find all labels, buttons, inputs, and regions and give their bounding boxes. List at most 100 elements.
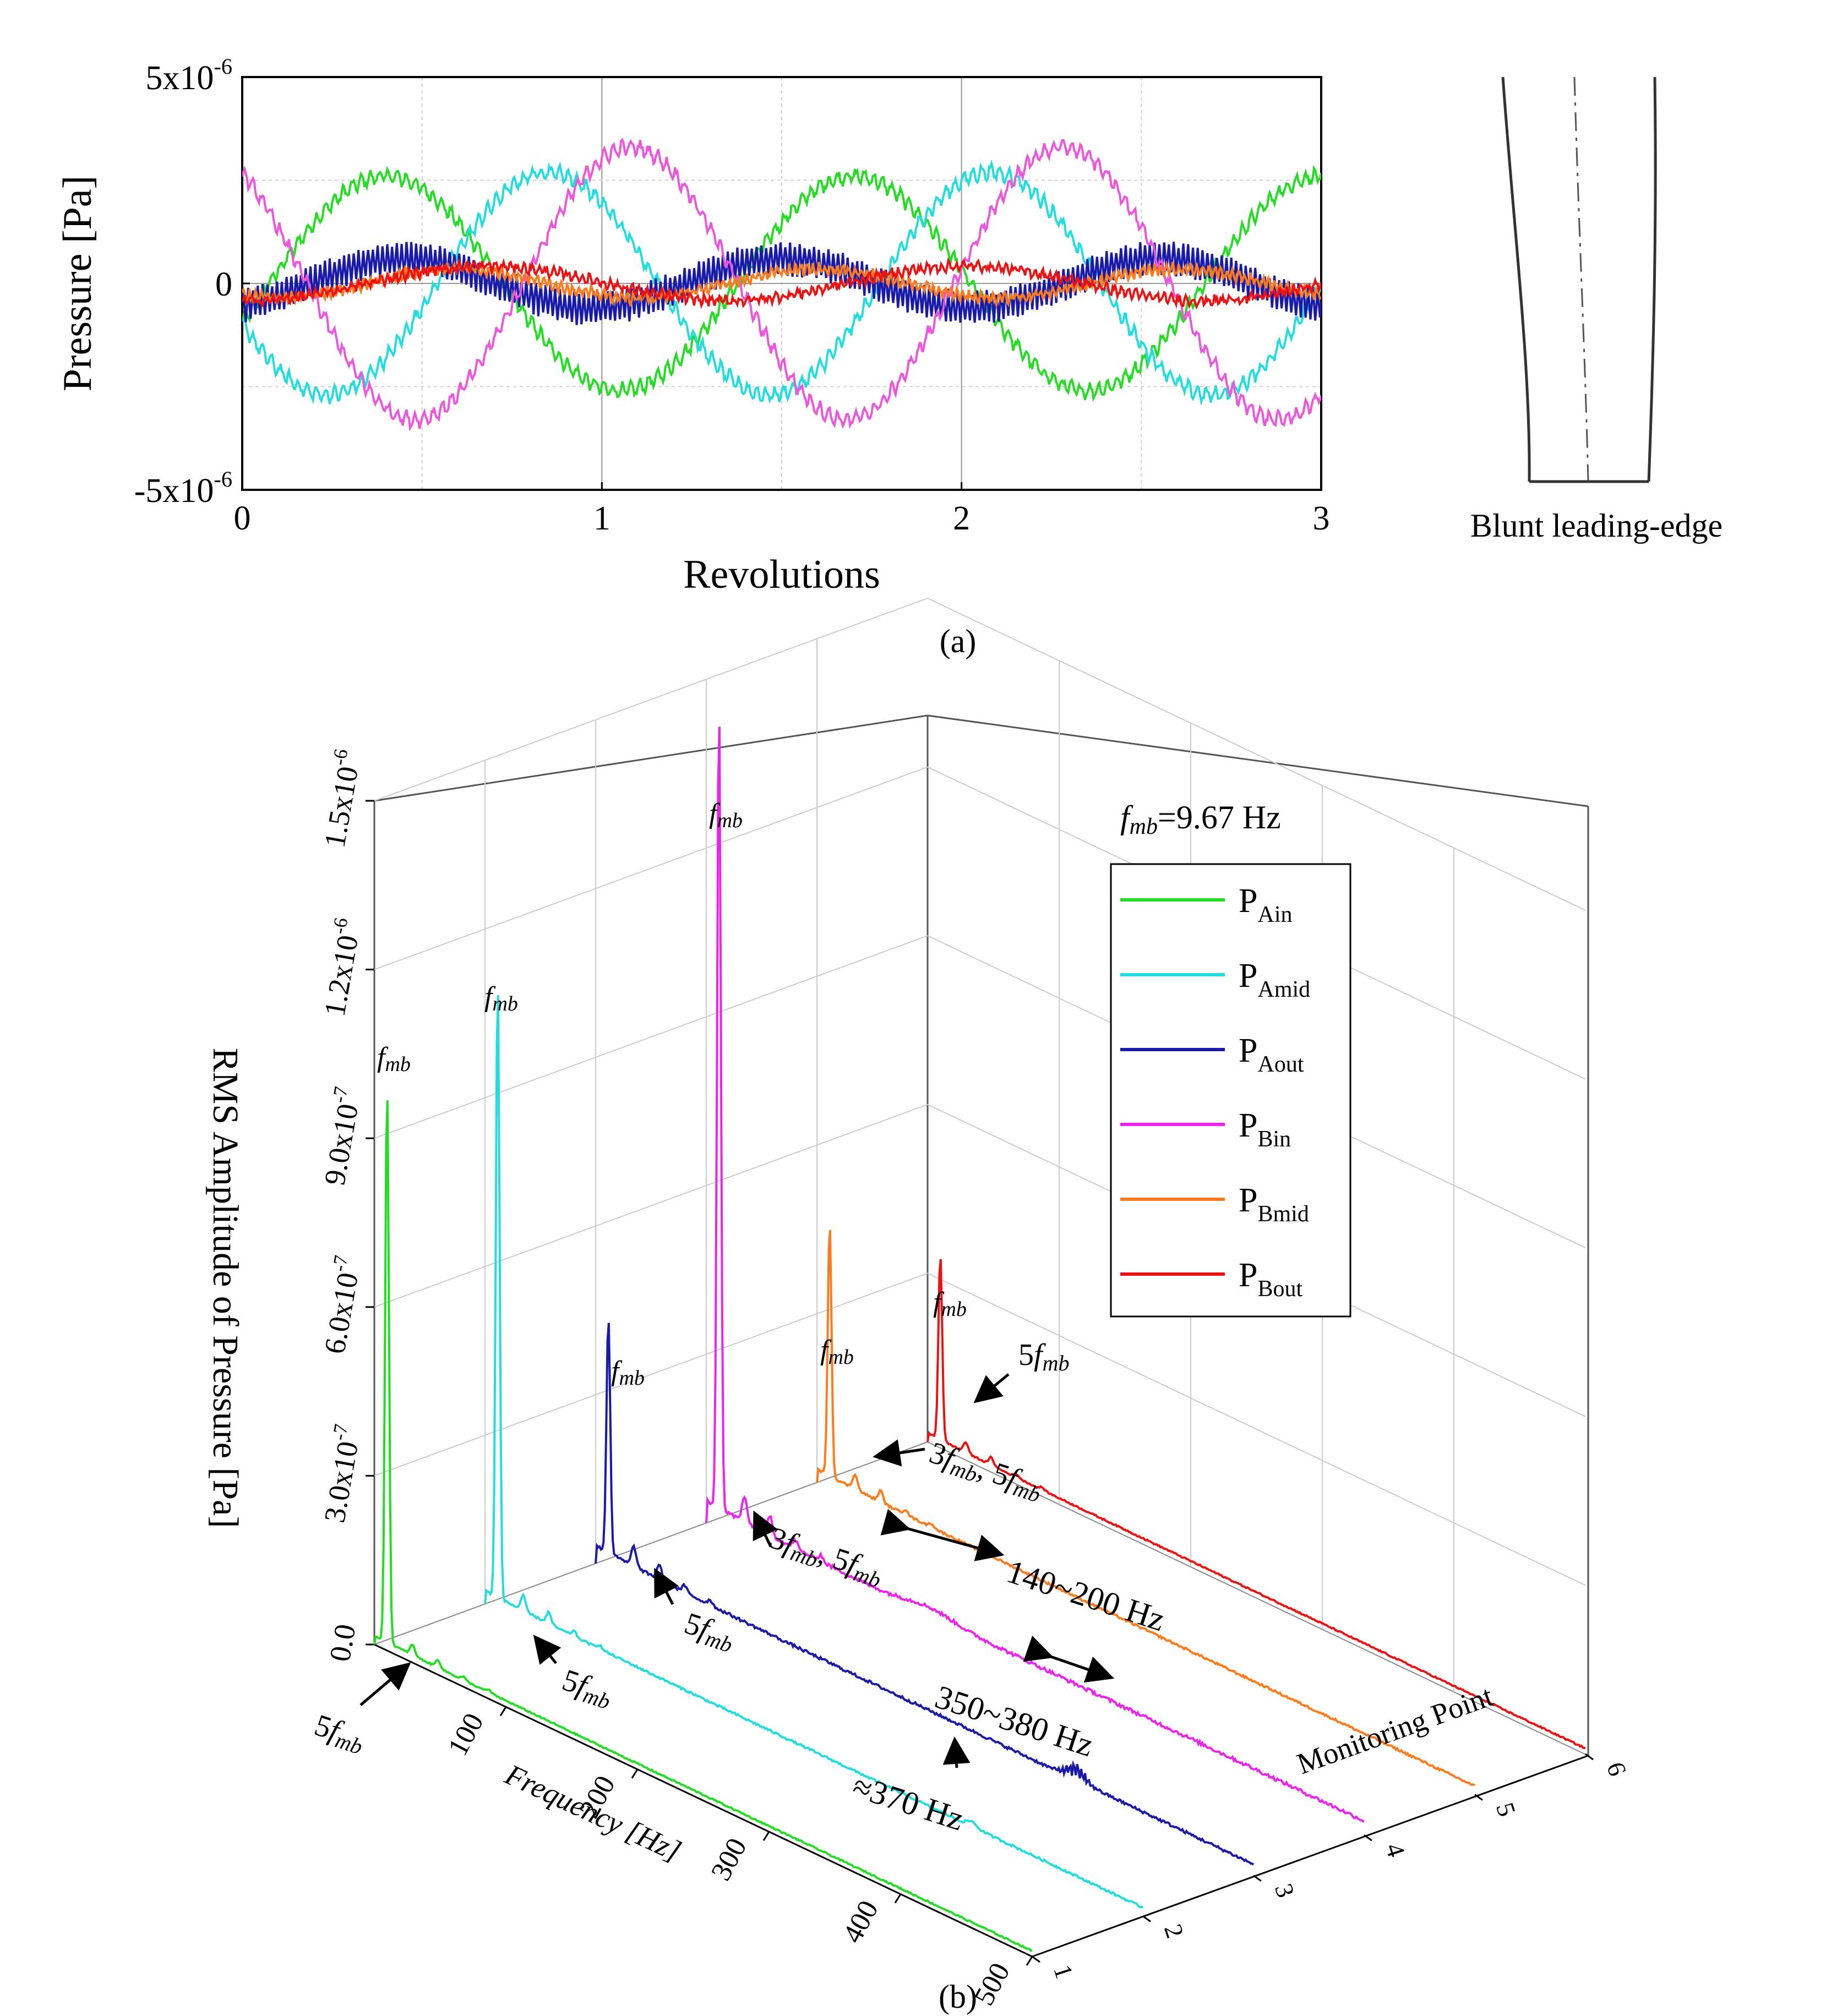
annot-3fmb-5fmb-pbin: 3fmb, 5fmb: [765, 1521, 887, 1592]
blade-left-edge: [1501, 77, 1531, 482]
panel-b-xtick-label: 100: [442, 1708, 490, 1761]
annot-5fmb-pamid: 5fmb: [557, 1663, 617, 1714]
legend-label-paout: PAout: [1239, 1032, 1304, 1077]
annot-5fmb-pbout: 5fmb: [1018, 1338, 1069, 1375]
panel-a-xtick-label: 1: [593, 500, 611, 537]
legend-label-pain: PAin: [1239, 882, 1292, 927]
arrow-5fmb-pbout: [973, 1373, 1010, 1403]
panel-b-ztick: [1474, 1794, 1483, 1801]
panel-b-xtick-label: 400: [837, 1895, 885, 1948]
annot-5fmb-pain: 5fmb: [309, 1708, 369, 1759]
peak-label-pbin: fmb: [709, 798, 743, 832]
arrow-370hz: [942, 1736, 971, 1768]
series-spectrum-paout: [595, 1323, 1255, 1866]
peak-label-pbmid: fmb: [820, 1335, 854, 1369]
panel-b-ytick-label: 9.0x10-7: [314, 1085, 367, 1188]
annot-140-200hz: 140~200 Hz: [1002, 1553, 1169, 1638]
series-line-pbin: [242, 138, 1321, 432]
series-line-pamid: [242, 159, 1321, 406]
panel-b-caption: (b): [939, 1979, 977, 2015]
peak-label-pain: fmb: [377, 1042, 411, 1076]
panel-b-wall-grid: [374, 766, 928, 970]
series-spectrum-pain: [373, 1100, 1033, 1952]
peak-label-pamid: fmb: [484, 981, 518, 1015]
panel-b-ztick-label: 4: [1380, 1840, 1411, 1861]
panel-b-ztick: [1364, 1834, 1372, 1842]
panel-b-wall-grid: [927, 598, 1586, 911]
panel-b-wall-grid: [374, 1272, 928, 1477]
series-line-pbout: [242, 257, 1321, 310]
panel-b-ytick-label: 1.2x10-6: [314, 916, 367, 1019]
panel-b-ztick: [1142, 1915, 1151, 1922]
panel-b-y-axis-label: RMS Amplitude of Pressure [Pa]: [205, 1048, 246, 1528]
panel-b-ztick: [1585, 1753, 1594, 1761]
panel-b-monitoring-point-axis: [1032, 1755, 1589, 1958]
panel-b-xtick: [1026, 1956, 1033, 1966]
panel-a-grid: [242, 77, 1321, 490]
panel-b-grid: [374, 598, 1586, 1692]
panel-b-series: [373, 726, 1586, 1952]
panel-b: 0.0 3.0x10-7 6.0x10-7 9.0x10-7 1.2x10-6 1.5x1…: [205, 598, 1632, 2015]
panel-a-ytick-label: 0: [215, 266, 232, 303]
panel-a-xtick-label: 0: [234, 500, 251, 537]
panel-b-ztick-label: 6: [1601, 1758, 1632, 1779]
series-line-pain: [242, 165, 1321, 402]
panel-b-legend: PAin PAmid PAout PBin PBmid PBout: [1110, 863, 1351, 1318]
panel-b-wall-grid: [374, 598, 928, 801]
panel-a-series: [242, 138, 1321, 432]
annot-370hz: ≈370 Hz: [848, 1768, 968, 1838]
arrow-5fmb-paout: [654, 1567, 679, 1605]
panel-b-frequency-axis: [374, 1643, 1033, 1958]
panel-b-xtick: [894, 1893, 902, 1904]
legend-label-pbin: PBin: [1239, 1107, 1291, 1152]
panel-b-z-axis-label: Monitoring Point: [1293, 1679, 1497, 1780]
panel-b-ytick-label: 6.0x10-7: [314, 1254, 367, 1357]
panel-b-xtick-label: 300: [705, 1833, 753, 1886]
panel-a-x-axis-label: Revolutions: [683, 552, 880, 597]
panel-b-wall-grid: [374, 935, 928, 1139]
panel-b-xtick: [762, 1831, 770, 1841]
panel-b-ztick-label: 1: [1048, 1961, 1079, 1982]
legend-label-pbout: PBout: [1239, 1256, 1302, 1302]
series-spectrum-pamid: [484, 995, 1144, 1909]
panel-b-xtick: [499, 1706, 507, 1717]
panel-a-ytick-label: 5x10-6: [145, 54, 232, 97]
arrow-3fmb-5fmb-pbin: [753, 1510, 778, 1548]
panel-b-ytick-label: 3.0x10-7: [314, 1422, 367, 1525]
blade-camber-line: [1573, 77, 1589, 482]
panel-b-ytick-label: 1.5x10-6: [314, 747, 367, 850]
fmb-definition: fmb=9.67 Hz: [1120, 799, 1281, 839]
legend-label-pamid: PAmid: [1239, 957, 1310, 1002]
panel-a-xtick-label: 2: [953, 500, 970, 537]
panel-a-y-axis-label: Pressure [Pa]: [55, 176, 100, 392]
arrow-350-380hz: [1023, 1635, 1115, 1683]
arrow-140-200hz: [880, 1509, 1005, 1561]
panel-b-ytick-label: 0.0: [323, 1621, 362, 1664]
panel-b-ztick: [1032, 1955, 1040, 1963]
panel-a-ytick-label: -5x10-6: [134, 467, 232, 510]
panel-b-ztick-label: 2: [1159, 1921, 1190, 1942]
series-line-paout: [242, 242, 1321, 325]
blunt-leading-edge-inset: Blunt leading-edge: [1470, 77, 1723, 544]
panel-b-wall-grid: [927, 1272, 1586, 1586]
series-spectrum-pbout: [926, 1259, 1586, 1750]
peak-label-paout: fmb: [611, 1356, 645, 1390]
panel-a-xtick-label: 3: [1313, 500, 1330, 537]
blade-right-edge: [1647, 77, 1657, 482]
panel-b-ztick-label: 3: [1269, 1880, 1300, 1901]
legend-frame: [1110, 863, 1351, 1318]
peak-label-pbout: fmb: [933, 1287, 967, 1321]
panel-b-annotations: fmb fmb fmb fmb fmb fmb 5fmb 3fmb, 5fmb …: [309, 798, 1169, 1838]
arrow-3fmb-5fmb-pbmid: [873, 1439, 925, 1467]
panel-b-ztick: [1253, 1875, 1262, 1882]
annot-5fmb-paout: 5fmb: [679, 1606, 739, 1657]
inset-caption: Blunt leading-edge: [1470, 507, 1723, 544]
panel-a-caption: (a): [940, 623, 977, 659]
panel-b-wall-grid: [374, 1103, 928, 1308]
legend-label-pbmid: PBmid: [1239, 1182, 1309, 1227]
arrow-5fmb-pain: [359, 1662, 411, 1706]
annot-3fmb-5fmb-pbmid: 3fmb, 5fmb: [924, 1435, 1047, 1507]
